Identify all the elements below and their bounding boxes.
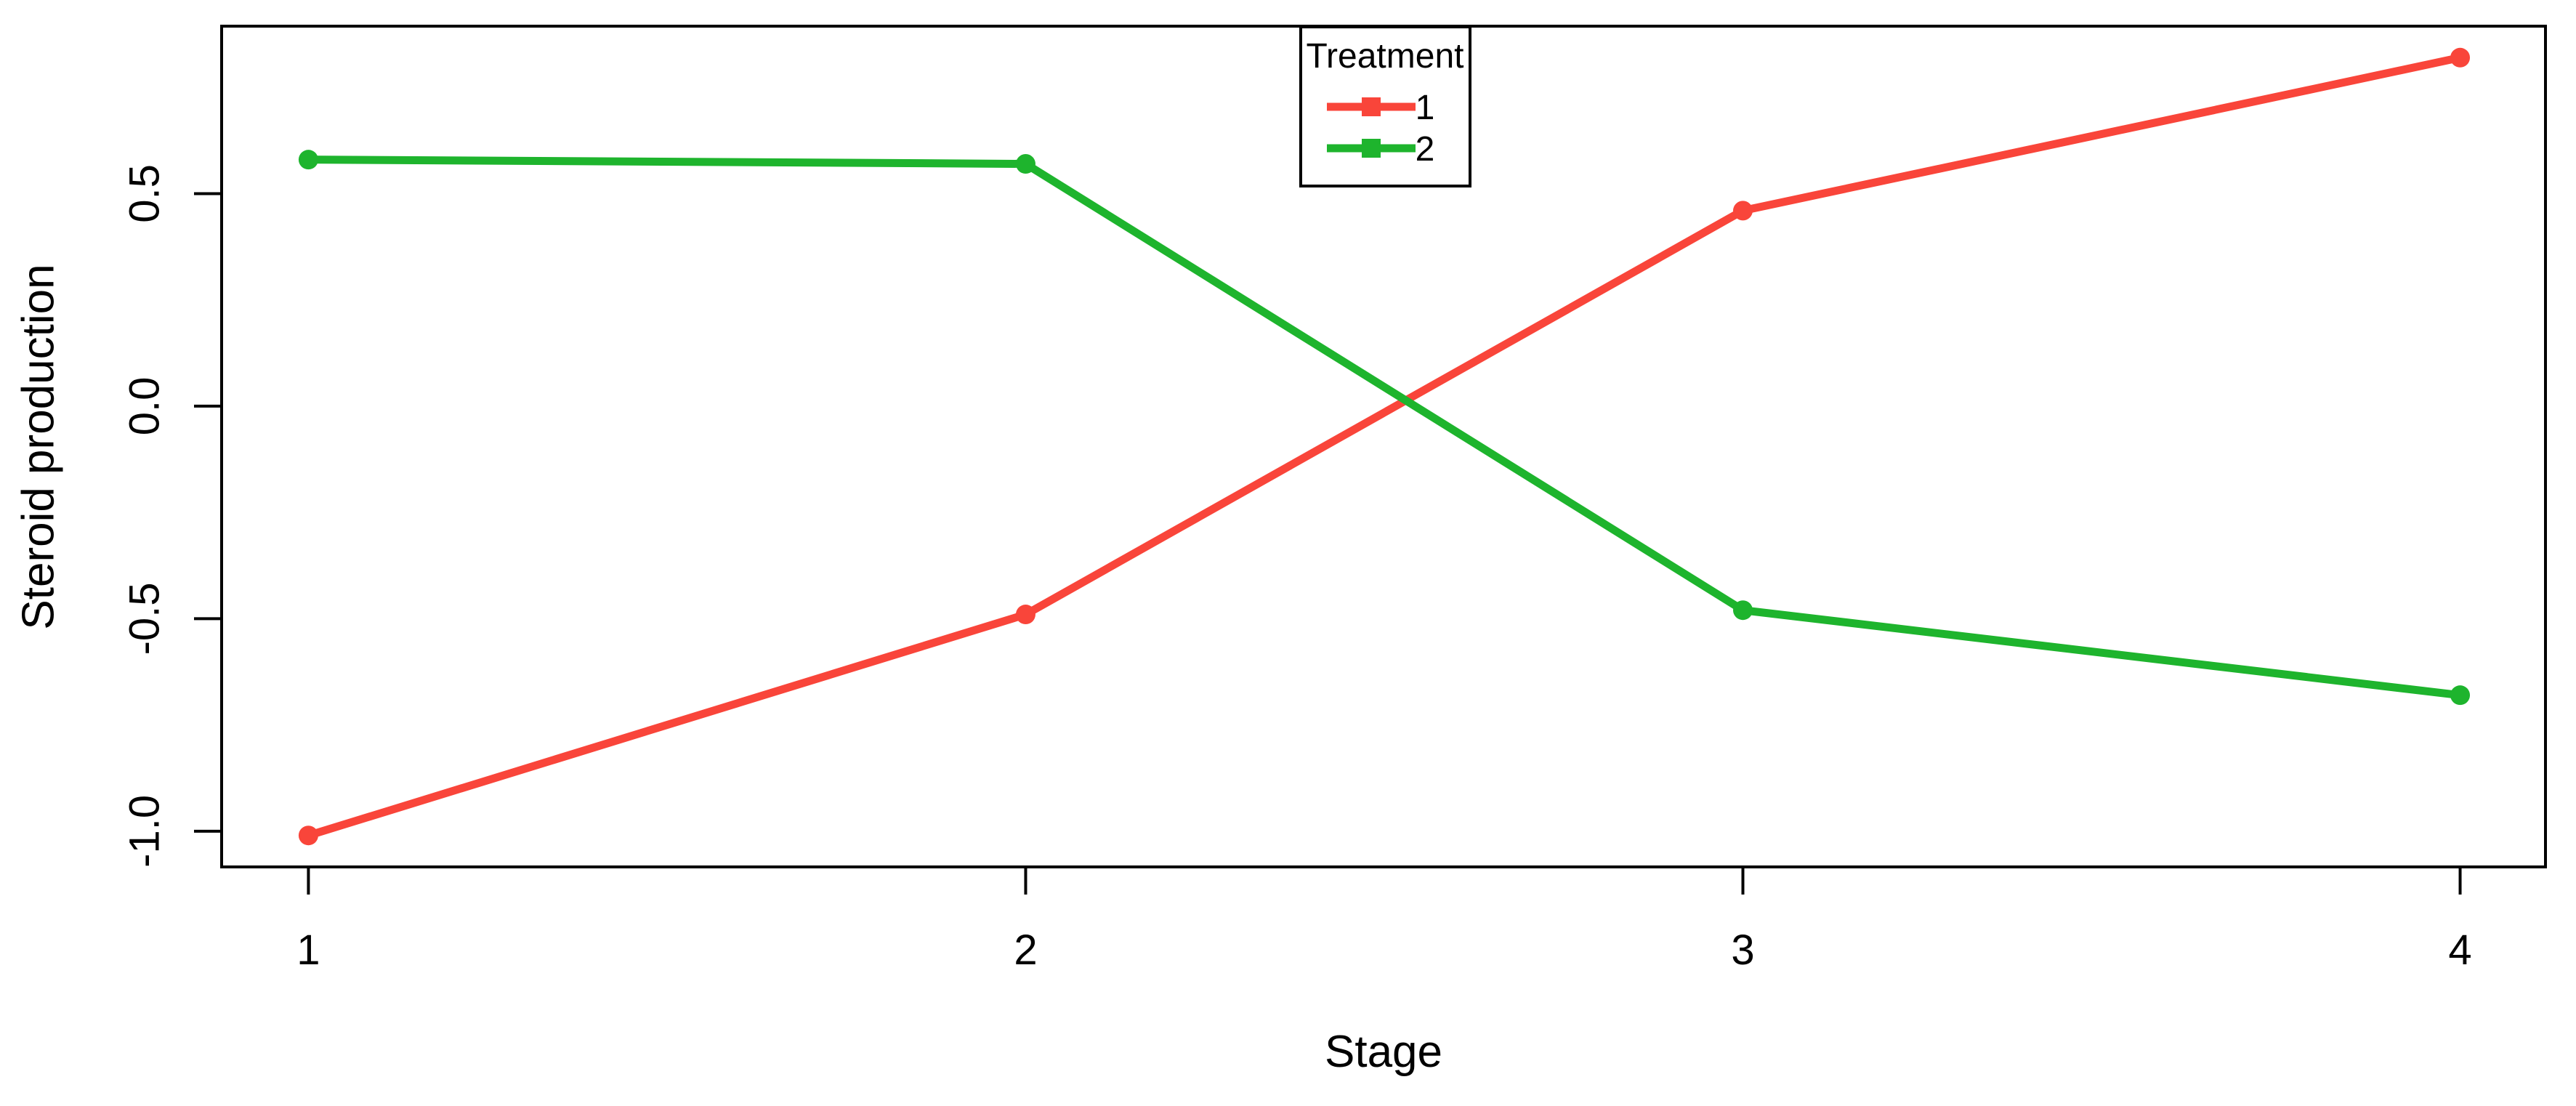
x-axis-tick-label: 1 bbox=[296, 927, 320, 974]
x-axis-tick-label: 2 bbox=[1014, 927, 1037, 974]
y-axis-tick-label: -1.0 bbox=[121, 795, 168, 868]
legend-sample-marker bbox=[1362, 97, 1381, 116]
data-point-series-1 bbox=[298, 826, 318, 846]
data-point-series-1 bbox=[2450, 47, 2471, 68]
data-point-series-2 bbox=[1733, 600, 1753, 621]
legend-entry-label: 1 bbox=[1416, 89, 1435, 127]
legend-title: Treatment bbox=[1307, 37, 1464, 76]
y-axis-tick-label: 0.0 bbox=[121, 377, 168, 436]
series-line-2 bbox=[308, 156, 2461, 700]
x-axis-tick-label: 4 bbox=[2448, 927, 2471, 974]
y-axis-tick-label: -0.5 bbox=[121, 582, 168, 655]
y-axis-title: Steroid production bbox=[14, 264, 64, 629]
data-point-series-2 bbox=[298, 150, 318, 170]
series-line-1 bbox=[307, 53, 2461, 839]
legend-sample-marker bbox=[1362, 139, 1381, 158]
legend-entry-label: 2 bbox=[1416, 130, 1435, 169]
data-point-series-1 bbox=[1733, 201, 1753, 221]
y-axis-tick-label: 0.5 bbox=[121, 164, 168, 223]
x-axis-title: Stage bbox=[1325, 1027, 1442, 1077]
data-point-series-2 bbox=[1015, 154, 1035, 174]
data-point-series-1 bbox=[1015, 605, 1035, 625]
x-axis-tick-label: 3 bbox=[1731, 927, 1754, 974]
data-point-series-2 bbox=[2450, 685, 2471, 706]
